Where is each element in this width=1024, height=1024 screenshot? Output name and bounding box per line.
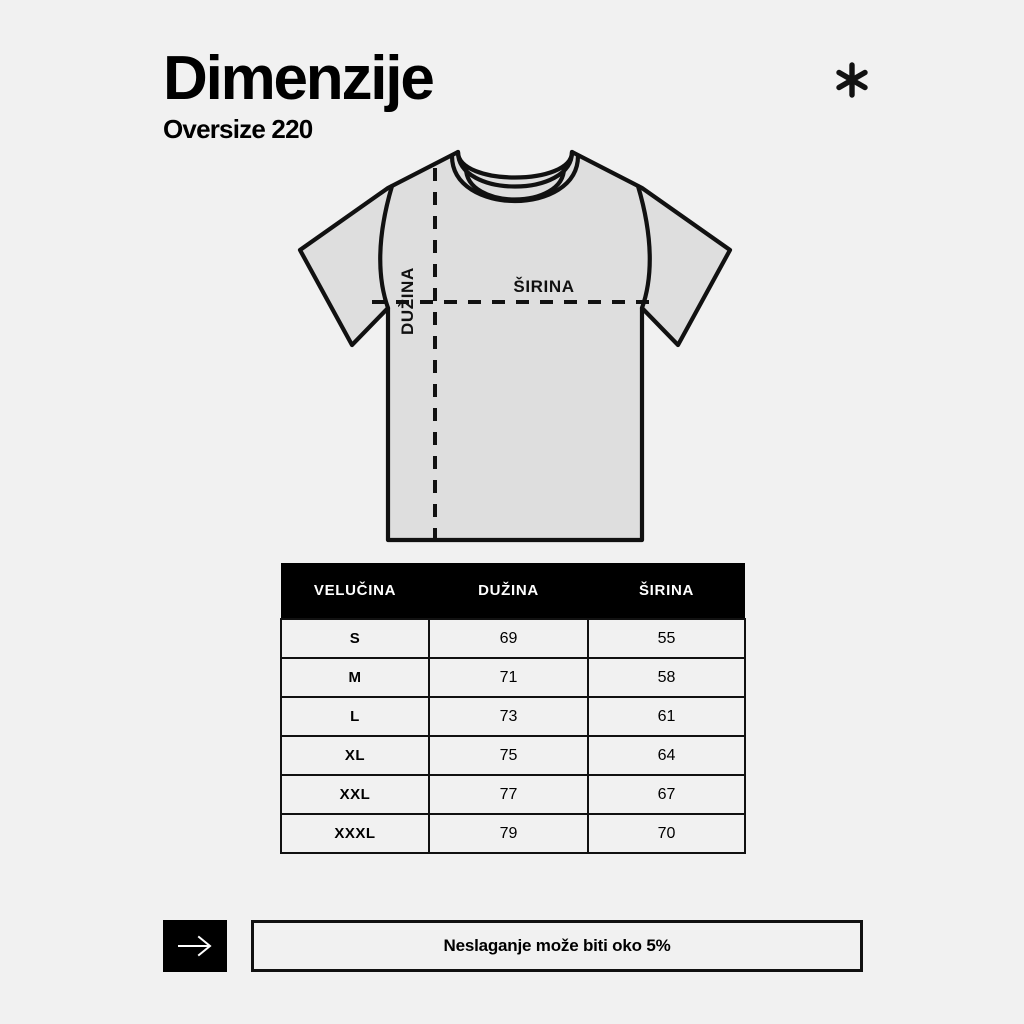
cell-width: 64 <box>587 735 746 776</box>
cell-size: S <box>280 618 430 659</box>
footer-note: Neslaganje može biti oko 5% <box>163 920 863 972</box>
page-header: Dimenzije Oversize 220 <box>163 44 923 144</box>
cell-length: 71 <box>428 657 589 698</box>
table-row: M 71 58 <box>280 657 746 698</box>
table-header-row: VELUČINA DUŽINA ŠIRINA <box>281 563 745 619</box>
cell-width: 61 <box>587 696 746 737</box>
cell-size: XL <box>280 735 430 776</box>
cell-width: 70 <box>587 813 746 854</box>
table-row: XL 75 64 <box>280 735 746 776</box>
cell-size: XXL <box>280 774 430 815</box>
collar-inner <box>463 165 567 202</box>
cell-length: 77 <box>428 774 589 815</box>
cell-width: 58 <box>587 657 746 698</box>
page-title: Dimenzije <box>163 44 435 113</box>
cell-size: M <box>280 657 430 698</box>
table-row: S 69 55 <box>280 618 746 659</box>
tshirt-body-shape <box>297 149 733 543</box>
length-label: DUŽINA <box>398 267 417 335</box>
asterisk-icon <box>836 62 868 98</box>
column-header-size: VELUČINA <box>281 563 429 619</box>
cell-width: 55 <box>587 618 746 659</box>
size-table: VELUČINA DUŽINA ŠIRINA S 69 55 M 71 58 L… <box>280 563 746 854</box>
cell-length: 75 <box>428 735 589 776</box>
tshirt-diagram <box>297 149 733 544</box>
column-header-width: ŠIRINA <box>588 563 745 619</box>
table-row: XXXL 79 70 <box>280 813 746 854</box>
arrow-button[interactable] <box>163 920 227 972</box>
cell-width: 67 <box>587 774 746 815</box>
column-header-length: DUŽINA <box>429 563 588 619</box>
arrow-right-icon <box>178 935 212 957</box>
tshirt-illustration: ŠIRINA DUŽINA <box>280 140 750 560</box>
cell-length: 79 <box>428 813 589 854</box>
table-row: XXL 77 67 <box>280 774 746 815</box>
page-subtitle: Oversize 220 <box>163 114 313 144</box>
table-row: L 73 61 <box>280 696 746 737</box>
cell-length: 69 <box>428 618 589 659</box>
cell-size: XXXL <box>280 813 430 854</box>
width-label: ŠIRINA <box>513 277 575 296</box>
left-armhole-seam <box>378 183 395 311</box>
right-armhole-seam <box>635 183 652 311</box>
collar-outer <box>455 149 575 189</box>
cell-size: L <box>280 696 430 737</box>
cell-length: 73 <box>428 696 589 737</box>
note-box: Neslaganje može biti oko 5% <box>251 920 863 972</box>
note-text: Neslaganje može biti oko 5% <box>443 936 671 955</box>
